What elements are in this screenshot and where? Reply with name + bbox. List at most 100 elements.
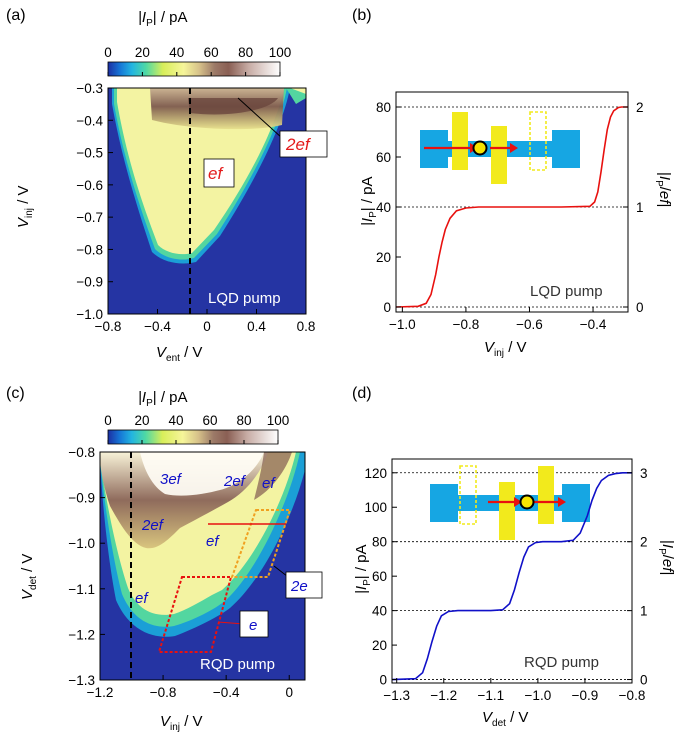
x-tick-label: −1.2 [87,685,114,700]
plot-frame-b [395,91,629,313]
y-tick-label: 40 [372,604,387,619]
ylabel-b: |IP| / pA [359,177,379,227]
x-tick-label: 0.8 [297,319,316,334]
series-line-b [395,106,628,308]
y-tick-label: 20 [372,638,387,653]
x-tick-label: −1.3 [383,688,410,703]
colorbar-tick-label: 80 [236,413,251,428]
colorbar-a [107,61,281,77]
device-schematic-b [420,111,580,184]
heatmap-c [100,452,305,680]
plot-frame-c [99,451,306,681]
y-tick-label: 0 [383,300,391,315]
y2-tick-label: 2 [636,100,644,115]
colorbar-c-ticks: 0 20 40 60 80 100 [104,413,289,444]
panel-c-label: (c) [6,385,25,402]
colorbar-tick-label: 20 [135,45,150,60]
plot-frame-d [391,458,633,684]
x-tick-label: −1.1 [477,688,504,703]
xlabel-a: Vent / V [156,344,202,364]
x-tick-label: 0 [285,685,293,700]
region-2e-outline [230,509,292,578]
y-tick-label: 60 [372,569,387,584]
y-tick-label: 0 [379,673,387,688]
label-e: e [249,617,257,634]
axis-ticks-d: −1.3 −1.2 −1.1 −1.0 −0.9 −0.80204060801001200… [364,466,647,703]
x-tick-label: 0.4 [247,319,266,334]
label-box-e [239,610,269,638]
region-e-outline [157,576,233,653]
x-tick-label: −0.4 [144,319,171,334]
xlabel-b: Vinj / V [484,339,527,359]
colorbar-c-label: |IP| / pA [138,389,188,409]
y-tick-label: 80 [372,535,387,550]
label-box-ef-a [203,158,235,188]
pump-label-c: RQD pump [200,656,275,673]
y-tick-label: 80 [376,100,391,115]
label-ef-lower: ef [135,590,149,607]
y-tick-label: −0.8 [68,445,95,460]
y2-tick-label: 0 [640,673,648,688]
pump-label-b: LQD pump [530,283,603,300]
label-2e: 2e [290,578,308,595]
y2-tick-label: 1 [640,604,648,619]
device-schematic-d [430,465,590,540]
y2-tick-label: 0 [636,300,644,315]
panel-b: (b) −1.0 −0.8 −0.6 −0.4 0 20 40 60 80 0 1 2 LQD pum… [352,7,673,359]
x-tick-label: −0.8 [453,317,480,332]
label-box-2ef-a [279,130,328,158]
x-tick-label: −0.8 [150,685,177,700]
y-tick-label: 100 [364,500,387,515]
gridlines-d [392,472,632,680]
label-box-2e [285,571,323,599]
y-tick-label: −1.1 [68,582,95,597]
y2label-b: |IP/ef| [653,172,673,207]
x-tick-label: −0.8 [619,688,646,703]
y-tick-label: −0.6 [76,178,103,193]
y-tick-label: 120 [364,466,387,481]
ylabel-a: Vinj / V [15,185,35,228]
panel-b-label: (b) [352,7,372,24]
x-tick-label: −0.6 [516,317,543,332]
y2-tick-label: 2 [640,535,648,550]
x-tick-label: −0.8 [95,319,122,334]
label-2ef-upper: 2ef [223,473,247,490]
y-tick-label: −0.8 [76,242,103,257]
pump-label-d: RQD pump [524,654,599,671]
pump-label-a: LQD pump [208,290,281,307]
y2-tick-label: 1 [636,200,644,215]
y-tick-label: −0.9 [76,275,103,290]
y-tick-label: −0.9 [68,491,95,506]
label-ef-upper: ef [262,475,276,492]
y-tick-label: 60 [376,150,391,165]
label-ef-middle: ef [206,533,220,550]
y-tick-label: 20 [376,250,391,265]
panel-a: (a) |IP| / pA 0 20 40 60 80 100 −0.8 −0.4 0 0.4 0… [6,7,328,364]
heatmap-a [108,88,306,314]
x-tick-label: −0.9 [572,688,599,703]
y2label-d: |IP/ef| [656,540,676,575]
colorbar-tick-label: 0 [104,413,112,428]
colorbar-tick-label: 40 [168,413,183,428]
ylabel-d: |IP| / pA [353,545,373,595]
colorbar-tick-label: 0 [104,45,112,60]
x-tick-label: −0.4 [213,685,240,700]
panel-d: (d) −1.3 −1.2 −1.1 −1.0 −0.9 −0.8020406080100… [352,385,676,729]
colorbar-tick-label: 60 [202,413,217,428]
colorbar-a-label: |IP| / pA [138,9,188,29]
xlabel-d: Vdet / V [482,709,528,729]
colorbar-tick-label: 100 [269,45,292,60]
colorbar-tick-label: 100 [267,413,290,428]
x-tick-label: 0 [203,319,211,334]
axis-ticks-a: −0.8 −0.4 0 0.4 0.8−0.3−0.4−0.5−0.6−0.7−0.8−… [76,81,315,334]
label-2ef-a: 2ef [285,135,312,154]
series-line-d [391,472,632,681]
y2-tick-label: 3 [640,466,648,481]
axis-ticks-c: −1.2 −0.8 −0.4 0−0.8−0.9−1.0−1.1−1.2−1.3 [68,445,293,700]
colorbar-tick-label: 60 [204,45,219,60]
colorbar-c [107,429,279,445]
label-ef-a: ef [208,164,224,183]
colorbar-tick-label: 40 [169,45,184,60]
y-tick-label: −1.3 [68,673,95,688]
